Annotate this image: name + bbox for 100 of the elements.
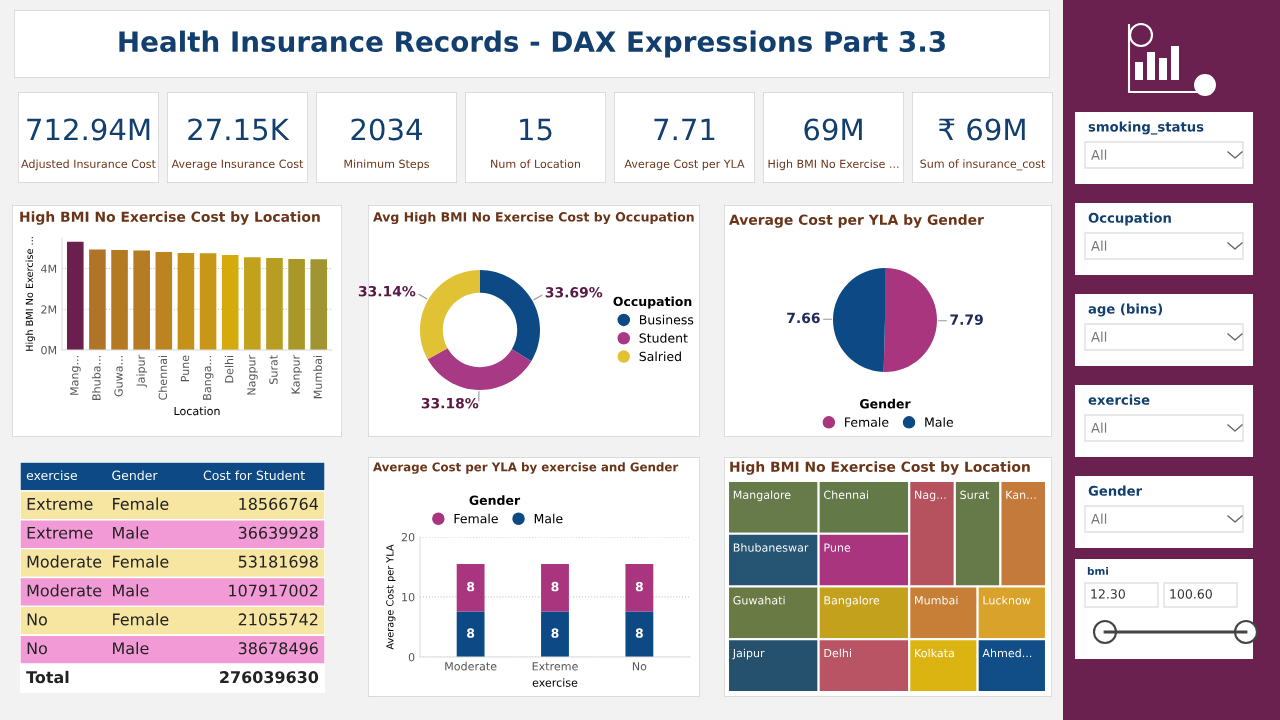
category-label: Bangalore xyxy=(824,595,880,607)
category-label: Num of Location xyxy=(491,159,581,169)
legend-label: Female xyxy=(454,513,498,524)
bar xyxy=(133,250,150,350)
category-label: Kan... xyxy=(1006,490,1036,499)
text: 69M xyxy=(804,118,862,141)
donut-slice xyxy=(420,270,480,360)
legend-label: Business xyxy=(639,314,694,325)
text: Moderate xyxy=(27,584,102,597)
chart-title: Average Cost per YLA by Gender xyxy=(729,214,984,228)
y-axis-title: Average Cost per YLA xyxy=(386,544,396,650)
text: 21055742 xyxy=(238,613,318,626)
text: Cost for Student xyxy=(203,470,305,481)
legend-title: Gender xyxy=(469,495,521,505)
text: All xyxy=(1091,240,1107,251)
text: bmi xyxy=(1087,566,1109,576)
donut-slice xyxy=(427,348,532,390)
y-tick-label: 20 xyxy=(401,532,415,542)
pie-slice xyxy=(833,268,885,372)
legend-label: Salried xyxy=(639,351,681,362)
text: 712.94M xyxy=(27,118,150,141)
text: 12.30 xyxy=(1091,589,1125,599)
text: Female xyxy=(113,497,169,510)
text: 38678496 xyxy=(238,642,318,655)
legend-label: Female xyxy=(845,417,889,427)
text: Gender xyxy=(1088,485,1143,496)
category-label: Mangalore xyxy=(733,490,791,502)
x-axis-title: Location xyxy=(174,406,220,416)
legend-label: Male xyxy=(534,513,563,524)
text: Extreme xyxy=(27,498,93,510)
category-label: Pune xyxy=(824,543,851,552)
category-label: Average Cost per YLA xyxy=(624,159,745,171)
y-tick-label: 4M xyxy=(41,264,57,273)
x-tick-label: Pune xyxy=(180,355,190,382)
text: Extreme xyxy=(27,526,93,539)
bar xyxy=(111,250,128,350)
text: 7.71 xyxy=(654,118,715,141)
x-tick-label: Jaipur xyxy=(136,354,148,388)
text: Moderate xyxy=(27,555,102,568)
x-tick-label: Chennai xyxy=(158,355,168,400)
category-label: Mumbai xyxy=(915,595,958,605)
bar xyxy=(66,241,84,350)
x-tick-label: Guwa... xyxy=(114,356,123,397)
category-label: Minimum Steps xyxy=(344,159,430,171)
text: Health Insurance Records - DAX Expressions Part 3.3 xyxy=(119,30,945,58)
data-label: 8 xyxy=(635,581,643,592)
text: No xyxy=(27,642,47,655)
x-tick-label: Moderate xyxy=(445,661,497,671)
category-label: Guwahati xyxy=(733,595,785,605)
x-tick-label: No xyxy=(632,662,647,671)
data-label: 33.18% xyxy=(421,397,479,409)
category-label: Surat xyxy=(960,490,990,499)
data-label: 8 xyxy=(635,628,643,638)
y-tick-label: 0 xyxy=(408,652,415,662)
bar xyxy=(310,259,328,350)
legend-label: Student xyxy=(639,333,688,343)
x-tick-label: Mumbai xyxy=(313,355,322,399)
x-tick-label: Kanpur xyxy=(291,354,302,394)
x-tick-label: Bhuba... xyxy=(92,356,101,400)
text: All xyxy=(1091,513,1107,524)
data-label: 7.79 xyxy=(950,314,983,325)
text: Occupation xyxy=(1088,212,1171,226)
text: 2034 xyxy=(351,118,422,141)
category-label: Kolkata xyxy=(915,648,954,658)
category-label: Average Insurance Cost xyxy=(171,159,304,171)
category-label: Jaipur xyxy=(732,648,765,660)
text: All xyxy=(1091,331,1107,342)
legend-title: Occupation xyxy=(613,296,692,309)
bar xyxy=(177,253,195,350)
data-label: 33.14% xyxy=(358,285,416,297)
chart-title: High BMI No Exercise Cost by Location xyxy=(20,211,320,225)
text: All xyxy=(1091,149,1107,160)
y-tick-label: 0M xyxy=(41,345,57,355)
text: No xyxy=(27,613,47,626)
text: 100.60 xyxy=(1170,589,1212,599)
legend-title: Gender xyxy=(860,398,911,409)
text: Female xyxy=(113,613,169,626)
bar xyxy=(266,257,283,350)
category-label: Delhi xyxy=(824,648,851,658)
category-label: Ahmed... xyxy=(982,648,1032,658)
text: 107917002 xyxy=(229,584,318,597)
category-label: Sum of insurance_cost xyxy=(920,159,1046,171)
text: High BMI No Exercise Cost by Location xyxy=(730,461,1030,475)
text: Male xyxy=(113,641,149,655)
text: 36639928 xyxy=(238,526,318,539)
x-axis-title: exercise xyxy=(532,678,578,687)
x-tick-label: Extreme xyxy=(532,662,578,671)
text: 15 xyxy=(520,118,552,141)
legend-label: Male xyxy=(925,417,953,427)
text: 53181698 xyxy=(238,555,318,568)
bar xyxy=(89,249,106,350)
text: 276039630 xyxy=(220,671,319,684)
category-label: Bhubaneswar xyxy=(733,543,809,552)
category-label: Chennai xyxy=(824,490,868,499)
y-axis-title: High BMI No Exercise ... xyxy=(25,237,35,351)
category-label: Adjusted Insurance Cost xyxy=(21,159,156,171)
chart-title: Average Cost per YLA by exercise and Gender xyxy=(373,462,679,474)
category-label: Lucknow xyxy=(983,595,1031,605)
data-label: 8 xyxy=(467,581,475,592)
data-label: 8 xyxy=(551,581,559,592)
